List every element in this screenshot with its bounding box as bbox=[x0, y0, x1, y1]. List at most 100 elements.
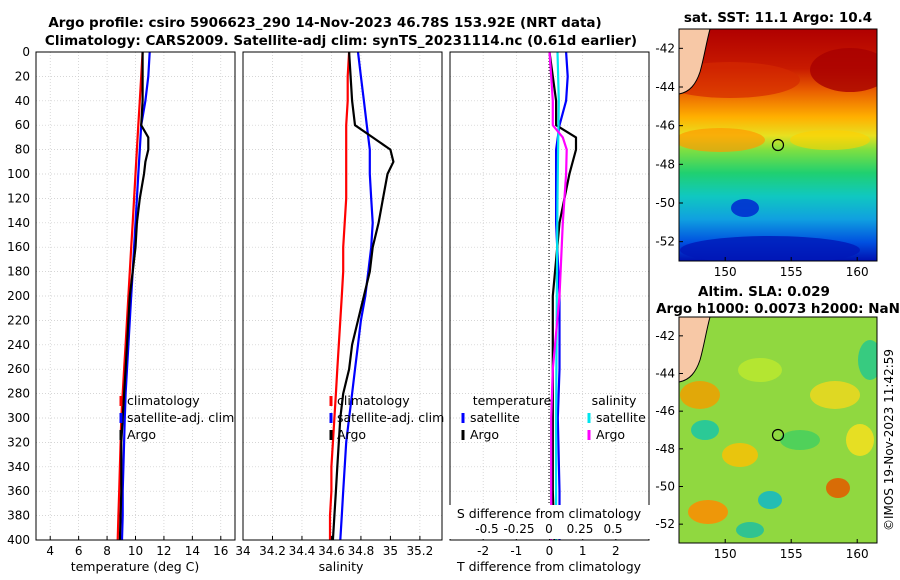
map-y-tick-label: -48 bbox=[655, 157, 675, 171]
x-tick-label: 10 bbox=[128, 544, 143, 558]
depth-tick-label: 140 bbox=[7, 216, 30, 230]
s-tick-label: 0.25 bbox=[567, 522, 594, 536]
x-tick-label: 2 bbox=[612, 544, 620, 558]
legend-label: Argo bbox=[596, 427, 625, 442]
depth-tick-label: 320 bbox=[7, 435, 30, 449]
sst-cold-patch bbox=[731, 199, 759, 217]
x-tick-label: 4 bbox=[46, 544, 54, 558]
x-tick-label: 0 bbox=[546, 544, 554, 558]
depth-tick-label: 0 bbox=[22, 45, 30, 59]
sla-blob2 bbox=[810, 381, 860, 409]
sla-negative-blob bbox=[858, 340, 882, 380]
sst-warm-patch2 bbox=[810, 48, 890, 92]
sla-blob bbox=[738, 358, 782, 382]
temperature-panel: 0 20 40 60 80 100 120 140 160 180 200 220 240 260 280 3… bbox=[7, 45, 235, 574]
sla-blob4 bbox=[780, 430, 820, 450]
depth-tick-label: 200 bbox=[7, 289, 30, 303]
difference-tick-labels: -2 -1 0 1 2 bbox=[477, 536, 619, 558]
temperature-xlabel: temperature (deg C) bbox=[71, 559, 200, 574]
x-tick-label: -1 bbox=[510, 544, 522, 558]
map-y-tick-label: -52 bbox=[655, 517, 675, 531]
x-tick-label: 12 bbox=[156, 544, 171, 558]
x-tick-label: 34.8 bbox=[348, 544, 375, 558]
legend-group-title: temperature bbox=[473, 393, 552, 408]
map-y-tick-label: -48 bbox=[655, 442, 675, 456]
s-difference-label: S difference from climatology bbox=[457, 506, 642, 521]
depth-tick-label: 300 bbox=[7, 411, 30, 425]
imos-timestamp: ©IMOS 19-Nov-2023 11:42:59 bbox=[882, 349, 896, 531]
sst-mid-patch bbox=[675, 128, 765, 152]
depth-tick-label: 120 bbox=[7, 191, 30, 205]
x-tick-label: 8 bbox=[103, 544, 111, 558]
temperature-legend: climatologysatellite-adj. climArgo bbox=[121, 393, 234, 442]
map-y-tick-label: -46 bbox=[655, 119, 675, 133]
map-x-tick-label: 155 bbox=[780, 265, 803, 279]
depth-tick-label: 20 bbox=[15, 69, 30, 83]
legend-group-title: salinity bbox=[592, 393, 637, 408]
depth-tick-label: 160 bbox=[7, 240, 30, 254]
legend-label: Argo bbox=[470, 427, 499, 442]
x-tick-label: 16 bbox=[213, 544, 228, 558]
title-line2: Climatology: CARS2009. Satellite-adj cli… bbox=[45, 33, 637, 49]
depth-tick-label: 380 bbox=[7, 509, 30, 523]
sla-negative-blob3 bbox=[758, 491, 782, 509]
depth-tick-label: 60 bbox=[15, 118, 30, 132]
x-tick-label: 1 bbox=[579, 544, 587, 558]
map-x-tick-label: 150 bbox=[714, 265, 737, 279]
sla-positive-blob2 bbox=[722, 443, 758, 467]
depth-tick-label: 40 bbox=[15, 94, 30, 108]
legend-label: satellite bbox=[470, 410, 520, 425]
temperature-grid bbox=[36, 52, 235, 540]
depth-tick-label: 100 bbox=[7, 167, 30, 181]
sst-cold-patch2 bbox=[680, 236, 860, 264]
x-tick-label: 34.2 bbox=[259, 544, 286, 558]
map-y-tick-label: -46 bbox=[655, 404, 675, 418]
x-tick-label: 35 bbox=[383, 544, 398, 558]
depth-tick-labels: 0204060801001201401601802002202402602803… bbox=[7, 45, 30, 547]
temperature-tick-labels: 4 6 8 10 12 14 16 bbox=[46, 536, 228, 558]
x-tick-label: 6 bbox=[75, 544, 83, 558]
depth-tick-label: 340 bbox=[7, 460, 30, 474]
map-x-tick-label: 155 bbox=[780, 547, 803, 561]
sst-map-title: sat. SST: 11.1 Argo: 10.4 bbox=[684, 10, 872, 26]
x-tick-label: 14 bbox=[185, 544, 200, 558]
depth-tick-label: 80 bbox=[15, 143, 30, 157]
salinity-legend: climatology satellite-adj. clim Argo bbox=[331, 393, 444, 442]
sla-map-title1: Altim. SLA: 0.029 bbox=[698, 284, 830, 300]
depth-tick-label: 240 bbox=[7, 338, 30, 352]
map-y-tick-label: -44 bbox=[655, 367, 675, 381]
sst-map: 150 155 160 -42 -44 -46 -48 -50 -52 bbox=[655, 29, 890, 279]
legend-label: climatology bbox=[337, 393, 410, 408]
map-y-tick-label: -52 bbox=[655, 235, 675, 249]
x-tick-label: 34.4 bbox=[289, 544, 316, 558]
map-x-tick-label: 160 bbox=[846, 265, 869, 279]
x-tick-label: 34 bbox=[235, 544, 250, 558]
map-y-tick-label: -42 bbox=[655, 329, 675, 343]
sla-positive-blob4 bbox=[688, 500, 728, 524]
depth-tick-label: 220 bbox=[7, 313, 30, 327]
s-tick-label: -0.5 bbox=[475, 522, 498, 536]
sla-positive-blob3 bbox=[826, 478, 850, 498]
legend-label: climatology bbox=[127, 393, 200, 408]
map-x-tick-label: 150 bbox=[714, 547, 737, 561]
legend-label: satellite-adj. clim bbox=[337, 410, 444, 425]
sla-map-title2: Argo h1000: 0.0073 h2000: NaN bbox=[656, 301, 900, 317]
map-x-tick-label: 160 bbox=[846, 547, 869, 561]
salinity-tick-labels: 34 34.2 34.4 34.6 34.8 35 35.2 bbox=[235, 536, 433, 558]
salinity-xlabel: salinity bbox=[319, 559, 364, 574]
map-y-tick-label: -50 bbox=[655, 196, 675, 210]
sla-negative-blob2 bbox=[691, 420, 719, 440]
legend-label: satellite bbox=[596, 410, 646, 425]
depth-tick-label: 280 bbox=[7, 387, 30, 401]
map-y-tick-label: -50 bbox=[655, 480, 675, 494]
salinity-panel: 34 34.2 34.4 34.6 34.8 35 35.2 salinity climat… bbox=[235, 52, 444, 574]
s-tick-label: -0.25 bbox=[503, 522, 534, 536]
title-line1: Argo profile: csiro 5906623_290 14-Nov-2… bbox=[48, 15, 601, 31]
s-tick-label: 0 bbox=[545, 522, 553, 536]
depth-tick-label: 360 bbox=[7, 484, 30, 498]
s-tick-label: 0.5 bbox=[603, 522, 622, 536]
difference-legend: temperature satellite Argo salinity satellit… bbox=[463, 393, 646, 442]
legend-label: satellite-adj. clim bbox=[127, 410, 234, 425]
difference-panel: -2 -1 0 1 2 S difference from climatology -0… bbox=[447, 52, 652, 574]
t-difference-xlabel: T difference from climatology bbox=[456, 559, 642, 574]
